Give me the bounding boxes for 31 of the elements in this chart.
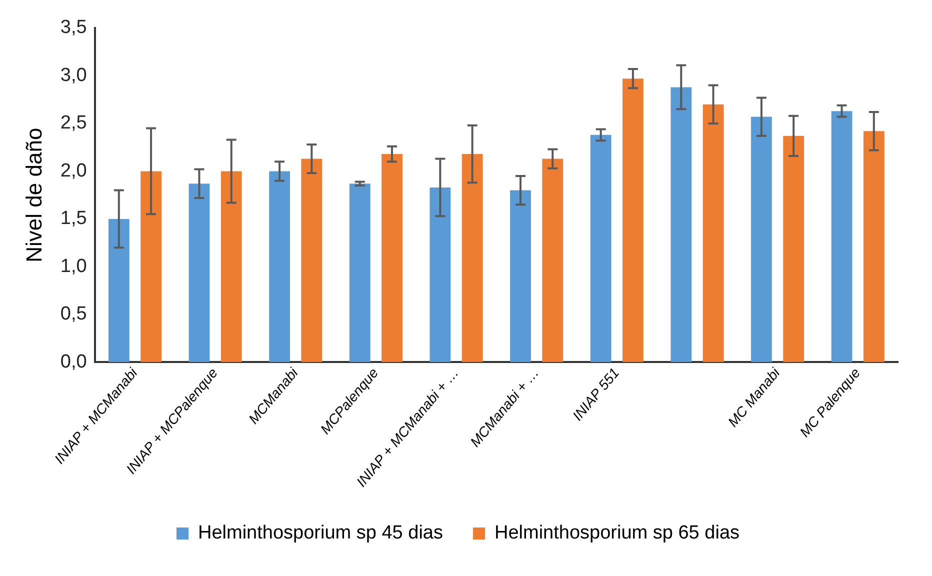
bar bbox=[510, 190, 531, 362]
bar bbox=[831, 111, 852, 362]
bar bbox=[108, 218, 130, 362]
y-axis-title: Nivel de daño bbox=[21, 128, 46, 262]
legend-label: Helminthosporium sp 65 dias bbox=[494, 522, 740, 544]
bar bbox=[670, 87, 692, 362]
bar bbox=[590, 134, 612, 362]
bar bbox=[702, 104, 724, 362]
y-tick-label: 0,5 bbox=[60, 304, 87, 325]
legend-label: Helminthosporium sp 45 dias bbox=[198, 522, 444, 544]
bar bbox=[751, 116, 772, 362]
bar bbox=[462, 154, 483, 362]
bar bbox=[542, 158, 564, 362]
y-tick-label: 3,5 bbox=[60, 17, 87, 38]
bar bbox=[430, 187, 451, 362]
y-tick-label: 0,0 bbox=[60, 351, 87, 372]
bar bbox=[188, 184, 210, 362]
bar bbox=[863, 131, 884, 362]
y-tick-label: 1,5 bbox=[60, 208, 87, 230]
y-tick-label: 3,0 bbox=[60, 64, 87, 86]
bar bbox=[783, 136, 804, 362]
bar bbox=[140, 171, 162, 362]
y-tick-label: 1,0 bbox=[60, 256, 87, 277]
bar bbox=[382, 154, 402, 362]
y-tick-label: 2,5 bbox=[60, 112, 87, 134]
bar bbox=[220, 171, 242, 362]
bar bbox=[349, 184, 370, 362]
bar bbox=[622, 78, 644, 362]
bar bbox=[269, 171, 290, 362]
y-tick-label: 2,0 bbox=[60, 160, 87, 182]
bar bbox=[301, 158, 322, 362]
